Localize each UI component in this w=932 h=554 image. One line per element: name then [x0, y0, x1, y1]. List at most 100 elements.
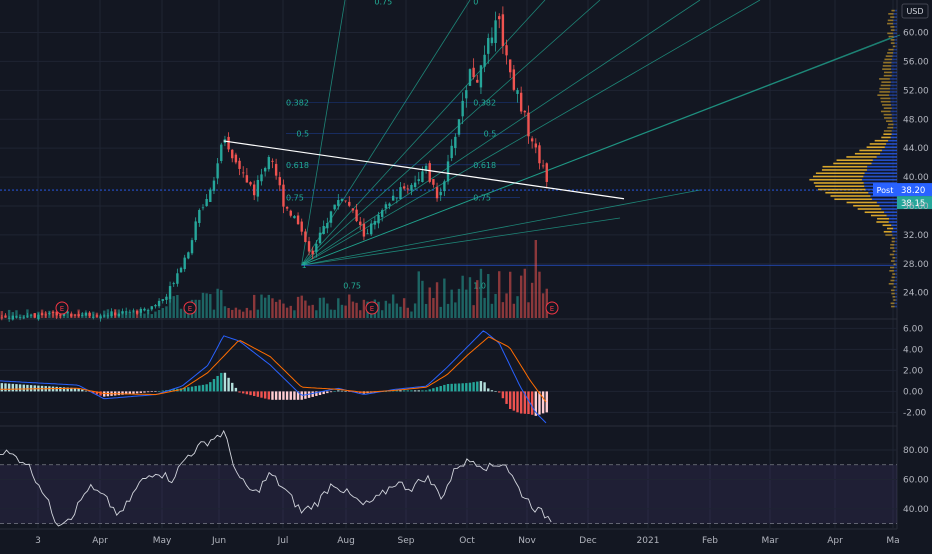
volume-profile-bar	[894, 260, 897, 262]
currency-badge[interactable]	[901, 3, 929, 19]
volume-profile-bar	[879, 87, 890, 90]
volume-bar	[183, 308, 186, 318]
volume-bar	[413, 303, 417, 318]
macd-histogram-bar	[231, 382, 234, 392]
volume-profile-bar	[890, 97, 897, 100]
volume-profile-bar	[895, 250, 897, 253]
earnings-marker[interactable]	[55, 301, 69, 315]
candle-body	[29, 314, 33, 316]
volume-bar	[161, 308, 164, 318]
candle-body	[439, 191, 442, 196]
candle-body	[271, 160, 274, 162]
macd-histogram-bar	[476, 381, 479, 392]
fib-label: 0.5	[296, 130, 309, 139]
volume-profile-bar	[876, 201, 897, 204]
candle-body	[530, 138, 534, 142]
volume-bar	[362, 299, 366, 318]
macd-histogram-bar	[523, 391, 527, 414]
macd-histogram-bar	[326, 391, 329, 394]
x-tick-label: Jul	[277, 536, 289, 546]
earnings-marker[interactable]	[183, 301, 197, 315]
candle-body	[402, 186, 406, 189]
candle-body	[7, 318, 11, 320]
candle-body	[99, 316, 102, 319]
volume-profile-bar	[895, 296, 897, 298]
volume-profile-bar	[833, 162, 872, 165]
macd-histogram-bar	[132, 391, 135, 394]
earnings-marker-label: E	[370, 305, 374, 313]
volume-bar	[439, 306, 442, 318]
volume-profile-bar	[890, 29, 895, 31]
candle-body	[212, 180, 216, 191]
macd-histogram-bar	[333, 391, 336, 392]
candle-body	[476, 79, 479, 83]
volume-bar	[340, 304, 344, 318]
volume-bar	[337, 298, 340, 318]
volume-profile-bar	[891, 305, 895, 308]
fib-label: 0.382	[286, 99, 309, 108]
post-badge	[873, 183, 897, 197]
volume-bar	[315, 310, 318, 318]
x-tick-label: Apr	[827, 536, 843, 546]
candle-body	[421, 171, 424, 183]
price-tick-label: 24.00	[903, 289, 929, 299]
volume-profile-bar	[846, 201, 877, 204]
volume-bar	[523, 268, 527, 318]
volume-profile-bar	[880, 110, 891, 113]
last-price-badge	[897, 183, 932, 197]
candle-body	[33, 313, 36, 318]
candle-body	[110, 311, 113, 316]
volume-profile-bar	[888, 48, 894, 51]
macd-histogram-bar	[274, 391, 278, 400]
fib-fan-line	[301, 189, 701, 266]
candle-body	[333, 204, 336, 210]
volume-profile-bar	[876, 221, 889, 223]
volume-profile-bar	[871, 198, 897, 201]
candle-body	[146, 309, 150, 311]
volume-bar	[344, 305, 347, 318]
fib-fan-line	[301, 0, 346, 266]
x-tick-label: 2021	[637, 536, 660, 546]
volume-bar	[508, 271, 512, 318]
volume-profile-bar	[888, 35, 894, 38]
volume-profile-bar	[891, 9, 895, 12]
volume-bar	[329, 309, 333, 318]
earnings-marker[interactable]	[365, 301, 379, 315]
volume-profile-bar	[891, 130, 897, 132]
macd-histogram-bar	[22, 384, 25, 392]
volume-bar	[201, 292, 205, 318]
volume-bar	[212, 309, 216, 318]
volume-bar	[351, 301, 355, 318]
volume-profile-bar	[894, 279, 897, 282]
volume-profile-bar	[882, 104, 892, 106]
volume-profile-bar	[877, 94, 890, 96]
macd-histogram-bar	[443, 384, 446, 392]
volume-bar	[220, 290, 223, 318]
candle-body	[106, 315, 110, 317]
candle-body	[18, 317, 22, 319]
earnings-marker-label: E	[188, 305, 192, 313]
volume-profile-bar	[834, 198, 872, 201]
macd-histogram-bar	[234, 387, 238, 392]
volume-profile-bar	[893, 35, 897, 38]
volume-profile-bar	[813, 175, 864, 178]
volume-profile-bar	[883, 61, 892, 64]
earnings-marker[interactable]	[545, 301, 559, 315]
volume-profile-bar	[890, 279, 895, 282]
volume-bar	[435, 282, 439, 318]
macd-histogram-bar	[26, 384, 29, 392]
fib-label: 0	[473, 0, 478, 6]
macd-histogram-bar	[267, 391, 271, 400]
candle-body	[179, 267, 183, 273]
volume-profile-bar	[872, 159, 897, 162]
fib-fan-line	[301, 0, 601, 266]
volume-profile-bar	[870, 214, 887, 217]
volume-profile-bar	[891, 74, 897, 77]
post-price-label: 38.15	[901, 199, 925, 209]
volume-bar	[168, 297, 172, 318]
volume-profile-bar	[894, 42, 897, 44]
macd-histogram-bar	[172, 389, 175, 392]
macd-histogram-bar	[15, 384, 18, 392]
